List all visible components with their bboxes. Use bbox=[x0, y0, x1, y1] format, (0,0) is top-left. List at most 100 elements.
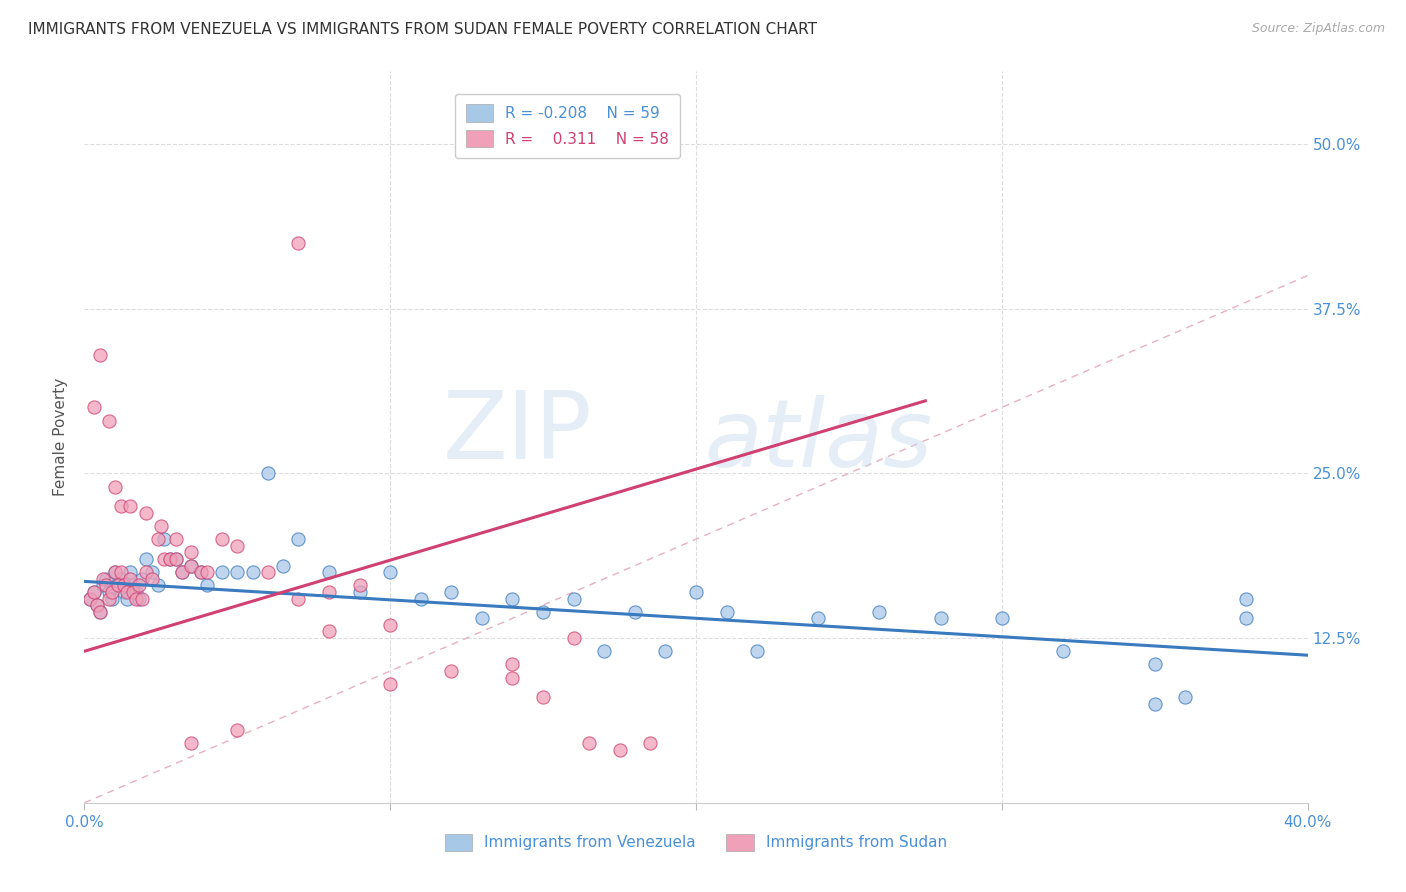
Point bbox=[101, 585, 124, 599]
Point bbox=[141, 565, 163, 579]
Point bbox=[146, 533, 169, 547]
Point bbox=[135, 565, 157, 579]
Point bbox=[153, 552, 176, 566]
Point bbox=[195, 578, 218, 592]
Point bbox=[562, 631, 585, 645]
Point bbox=[502, 671, 524, 685]
Point bbox=[502, 657, 524, 672]
Point bbox=[159, 552, 181, 566]
Point bbox=[716, 605, 738, 619]
Point bbox=[107, 578, 129, 592]
Point bbox=[172, 565, 194, 579]
Point bbox=[318, 565, 340, 579]
Point bbox=[86, 598, 108, 612]
Point bbox=[122, 578, 145, 592]
Point bbox=[115, 591, 138, 606]
Point bbox=[991, 611, 1014, 625]
Point bbox=[211, 533, 233, 547]
Point bbox=[226, 565, 249, 579]
Point bbox=[747, 644, 769, 658]
Point bbox=[146, 578, 169, 592]
Point bbox=[125, 591, 148, 606]
Point bbox=[97, 414, 120, 428]
Point bbox=[807, 611, 830, 625]
Point bbox=[120, 572, 142, 586]
Point bbox=[120, 500, 142, 514]
Point bbox=[869, 605, 891, 619]
Point bbox=[380, 565, 402, 579]
Point bbox=[502, 591, 524, 606]
Point bbox=[226, 723, 249, 738]
Text: Source: ZipAtlas.com: Source: ZipAtlas.com bbox=[1251, 22, 1385, 36]
Point bbox=[122, 585, 145, 599]
Point bbox=[1236, 591, 1258, 606]
Point bbox=[380, 618, 402, 632]
Point bbox=[531, 605, 554, 619]
Point bbox=[97, 585, 120, 599]
Point bbox=[624, 605, 647, 619]
Point bbox=[79, 591, 101, 606]
Point bbox=[593, 644, 616, 658]
Point bbox=[609, 743, 631, 757]
Point bbox=[638, 737, 661, 751]
Point bbox=[929, 611, 952, 625]
Legend: Immigrants from Venezuela, Immigrants from Sudan: Immigrants from Venezuela, Immigrants fr… bbox=[439, 828, 953, 857]
Point bbox=[440, 664, 463, 678]
Point bbox=[112, 585, 135, 599]
Point bbox=[101, 591, 124, 606]
Point bbox=[287, 235, 309, 250]
Point bbox=[172, 565, 194, 579]
Point bbox=[211, 565, 233, 579]
Point bbox=[153, 533, 176, 547]
Point bbox=[1143, 657, 1166, 672]
Point bbox=[1143, 697, 1166, 711]
Point bbox=[112, 578, 135, 592]
Point bbox=[91, 578, 114, 592]
Point bbox=[141, 572, 163, 586]
Point bbox=[195, 565, 218, 579]
Point bbox=[180, 737, 202, 751]
Point bbox=[318, 585, 340, 599]
Point bbox=[110, 500, 132, 514]
Text: atlas: atlas bbox=[704, 395, 932, 486]
Point bbox=[242, 565, 264, 579]
Point bbox=[318, 624, 340, 639]
Point bbox=[654, 644, 676, 658]
Point bbox=[165, 552, 187, 566]
Point bbox=[409, 591, 432, 606]
Point bbox=[135, 506, 157, 520]
Point bbox=[110, 565, 132, 579]
Point bbox=[165, 552, 187, 566]
Point bbox=[440, 585, 463, 599]
Point bbox=[349, 578, 371, 592]
Point bbox=[287, 591, 309, 606]
Point bbox=[115, 585, 138, 599]
Point bbox=[86, 598, 108, 612]
Point bbox=[110, 572, 132, 586]
Point bbox=[349, 585, 371, 599]
Point bbox=[257, 565, 280, 579]
Point bbox=[94, 578, 117, 592]
Point bbox=[94, 572, 117, 586]
Point bbox=[190, 565, 212, 579]
Point bbox=[125, 585, 148, 599]
Point bbox=[83, 585, 105, 599]
Point bbox=[83, 401, 105, 415]
Point bbox=[685, 585, 707, 599]
Point bbox=[104, 479, 127, 493]
Point bbox=[190, 565, 212, 579]
Point bbox=[1236, 611, 1258, 625]
Point bbox=[128, 578, 150, 592]
Point bbox=[97, 591, 120, 606]
Point bbox=[531, 690, 554, 705]
Point bbox=[578, 737, 600, 751]
Point bbox=[104, 565, 127, 579]
Point bbox=[180, 545, 202, 559]
Point bbox=[83, 585, 105, 599]
Point bbox=[120, 565, 142, 579]
Point bbox=[149, 519, 172, 533]
Point bbox=[79, 591, 101, 606]
Text: IMMIGRANTS FROM VENEZUELA VS IMMIGRANTS FROM SUDAN FEMALE POVERTY CORRELATION CH: IMMIGRANTS FROM VENEZUELA VS IMMIGRANTS … bbox=[28, 22, 817, 37]
Text: ZIP: ZIP bbox=[443, 387, 592, 479]
Y-axis label: Female Poverty: Female Poverty bbox=[53, 378, 69, 496]
